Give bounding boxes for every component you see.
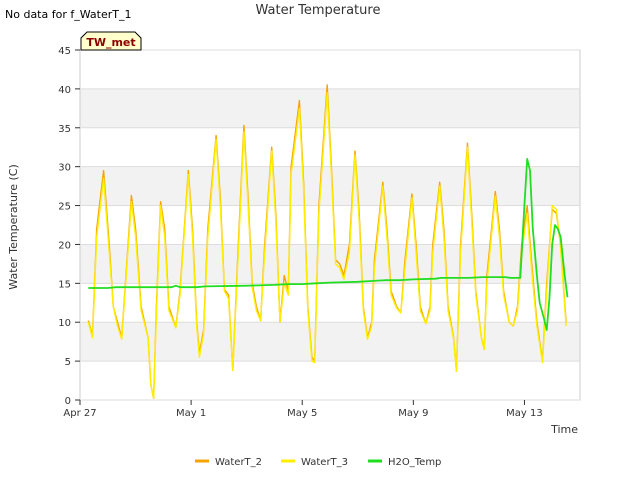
- legend-label: WaterT_2: [215, 457, 262, 468]
- y-tick-label: 25: [58, 202, 71, 213]
- series-layer: [87, 84, 569, 400]
- legend-label: H2O_Temp: [388, 457, 441, 468]
- x-tick-label: Apr 27: [63, 408, 96, 419]
- plot-band: [80, 166, 580, 206]
- x-tick-label: May 13: [506, 408, 543, 419]
- y-tick-label: 45: [58, 46, 71, 57]
- tw-met-badge: TW_met: [80, 31, 142, 51]
- x-axis-ticks: Apr 27 May 1 May 5 May 9 May 13: [63, 400, 543, 419]
- badge-label: TW_met: [86, 36, 135, 49]
- legend: WaterT_2 WaterT_3 H2O_Temp: [195, 457, 441, 468]
- y-tick-label: 5: [65, 357, 71, 368]
- plot-band: [80, 88, 580, 128]
- x-tick-label: May 9: [398, 408, 428, 419]
- y-tick-label: 40: [58, 85, 71, 96]
- y-axis-ticks: 0 5 10 15 20 25 30 35 40 45: [58, 46, 80, 407]
- x-tick-label: May 1: [176, 408, 206, 419]
- gridlines: [80, 49, 580, 401]
- x-axis-label: Time: [550, 423, 578, 436]
- legend-label: WaterT_3: [301, 457, 348, 468]
- y-tick-label: 20: [58, 240, 71, 251]
- y-tick-label: 15: [58, 279, 71, 290]
- y-axis-label: Water Temperature (C): [7, 164, 20, 289]
- y-tick-label: 10: [58, 318, 71, 329]
- series-line-h2o-temp: [88, 158, 569, 331]
- y-tick-label: 0: [65, 396, 71, 407]
- y-tick-label: 30: [58, 163, 71, 174]
- x-tick-label: May 5: [287, 408, 317, 419]
- series-line-watert-3: [87, 92, 567, 400]
- chart-title: Water Temperature: [256, 3, 381, 18]
- no-data-notice: No data for f_WaterT_1: [5, 8, 132, 21]
- y-tick-label: 35: [58, 124, 71, 135]
- plot-band: [80, 322, 580, 362]
- plot-bands: [80, 88, 580, 362]
